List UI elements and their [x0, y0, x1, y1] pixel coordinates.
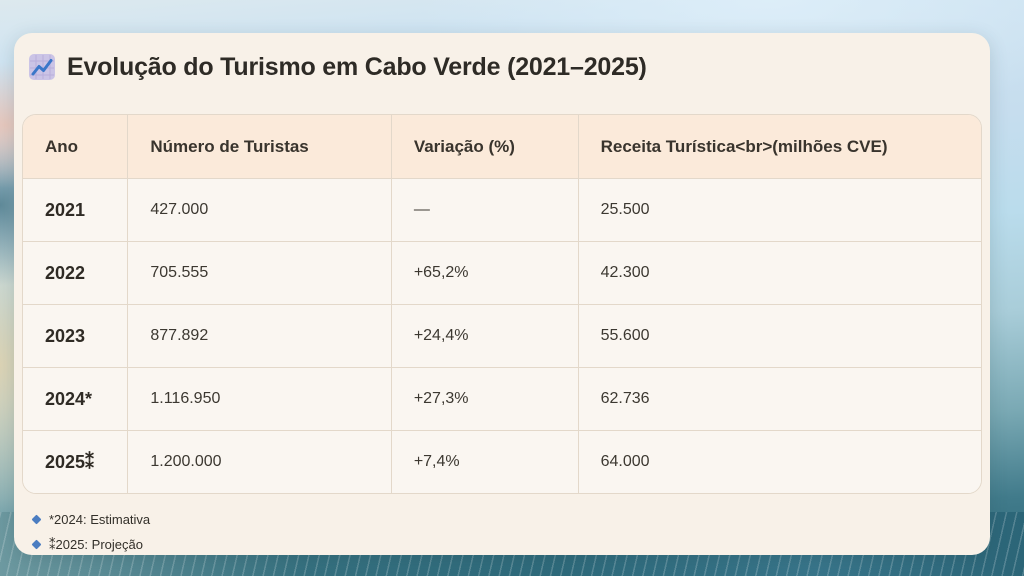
header-variacao: Variação (%)	[391, 115, 579, 178]
revenue-cell: 42.300	[578, 241, 981, 304]
table-row: 2022 705.555 +65,2% 42.300	[23, 241, 981, 304]
footnotes: *2024: Estimativa ⁑2025: Projeção	[31, 507, 982, 557]
diamond-bullet-icon	[31, 539, 42, 550]
footnote-text: ⁑2025: Projeção	[49, 536, 143, 552]
footnote-estimativa: *2024: Estimativa	[31, 507, 982, 532]
revenue-cell: 25.500	[578, 178, 981, 241]
header-ano: Ano	[23, 115, 129, 178]
tourists-cell: 705.555	[128, 241, 392, 304]
revenue-cell: 55.600	[578, 304, 981, 367]
year-cell: 2021	[23, 178, 129, 241]
chart-increasing-icon	[28, 53, 56, 81]
table-row: 2024* 1.116.950 +27,3% 62.736	[23, 367, 981, 430]
year-cell: 2024*	[23, 367, 129, 430]
footnote-text: *2024: Estimativa	[49, 512, 151, 527]
year-cell: 2025⁑	[23, 430, 129, 493]
table-row: 2023 877.892 +24,4% 55.600	[23, 304, 981, 367]
diamond-bullet-icon	[31, 514, 42, 525]
variation-cell: +65,2%	[391, 241, 579, 304]
table-header-row: Ano Número de Turistas Variação (%) Rece…	[23, 115, 981, 178]
tourism-table: Ano Número de Turistas Variação (%) Rece…	[22, 114, 982, 494]
header-receita: Receita Turística<br>(milhões CVE)	[578, 115, 981, 178]
tourists-cell: 427.000	[128, 178, 392, 241]
header-numero-turistas: Número de Turistas	[128, 115, 392, 178]
tourists-cell: 877.892	[128, 304, 392, 367]
tourists-cell: 1.200.000	[128, 430, 392, 493]
variation-cell: —	[391, 178, 579, 241]
tourists-cell: 1.116.950	[128, 367, 392, 430]
footnote-projecao: ⁑2025: Projeção	[31, 532, 982, 557]
revenue-cell: 62.736	[578, 367, 981, 430]
table-row: 2025⁑ 1.200.000 +7,4% 64.000	[23, 430, 981, 493]
variation-cell: +7,4%	[391, 430, 579, 493]
content-panel: Evolução do Turismo em Cabo Verde (2021–…	[14, 33, 990, 555]
revenue-cell: 64.000	[578, 430, 981, 493]
variation-cell: +27,3%	[391, 367, 579, 430]
table-row: 2021 427.000 — 25.500	[23, 178, 981, 241]
page-title: Evolução do Turismo em Cabo Verde (2021–…	[67, 52, 647, 81]
year-cell: 2023	[23, 304, 129, 367]
title-row: Evolução do Turismo em Cabo Verde (2021–…	[28, 52, 982, 82]
year-cell: 2022	[23, 241, 129, 304]
variation-cell: +24,4%	[391, 304, 579, 367]
